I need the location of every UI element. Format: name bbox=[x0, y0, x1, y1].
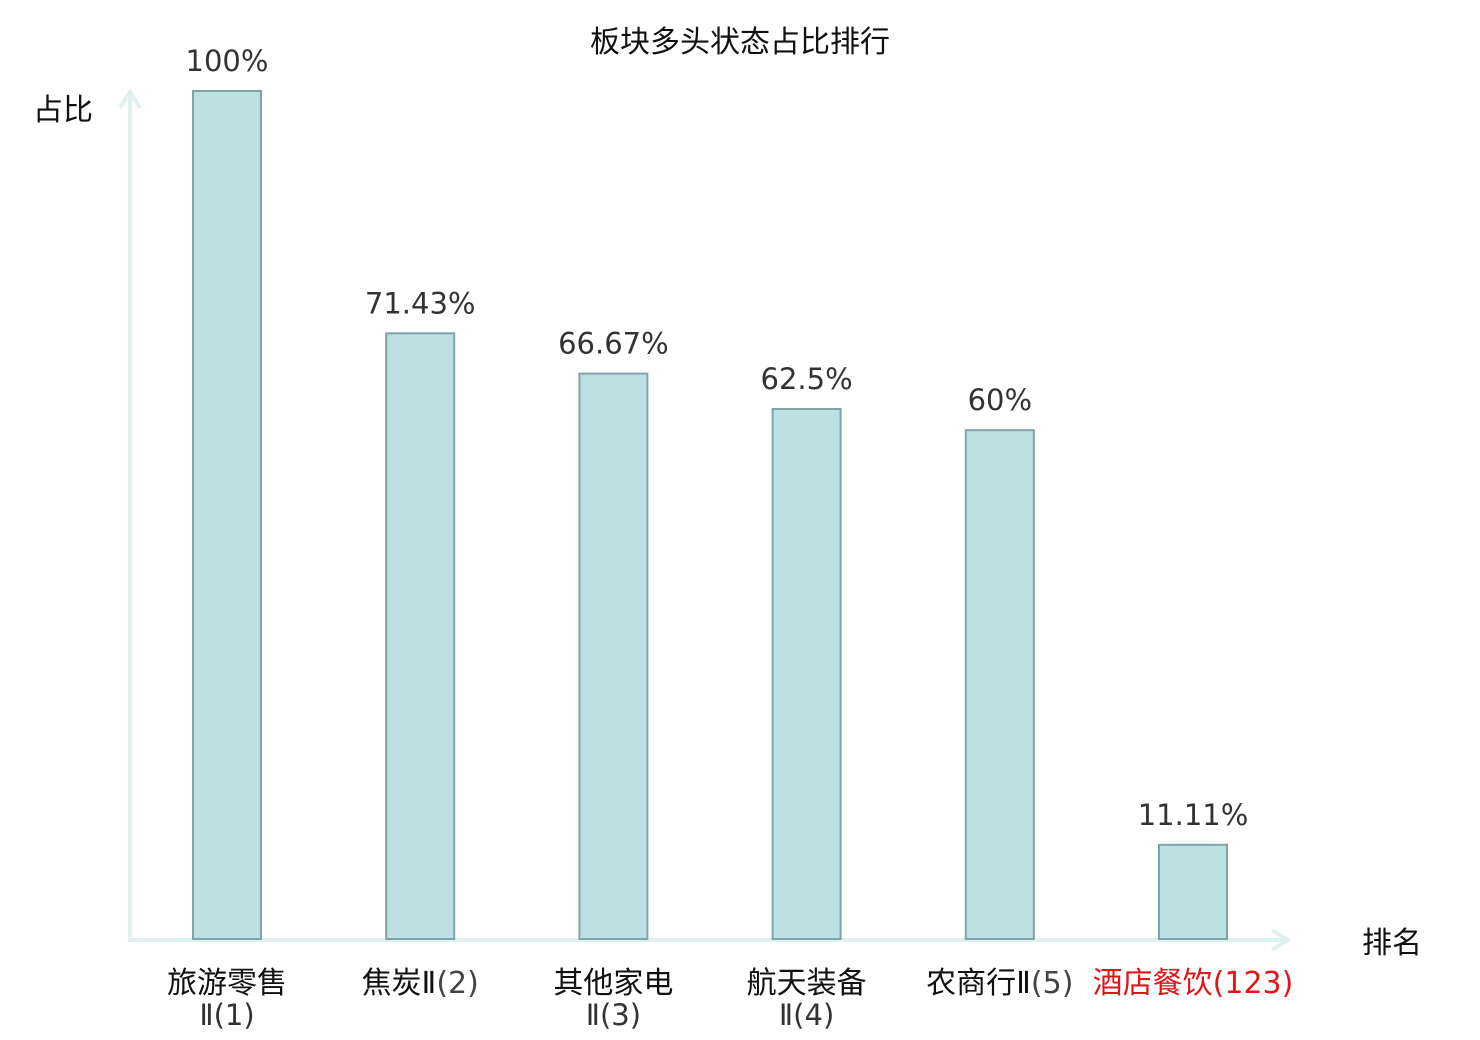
data-label-1: 100% bbox=[186, 44, 269, 78]
x-tick-label-2: 焦炭Ⅱ(2) bbox=[362, 966, 479, 1001]
x-axis-arrow bbox=[1270, 928, 1292, 952]
x-tick-rank-2: (2) bbox=[436, 966, 479, 1001]
x-tick-rank-4: Ⅱ(4) bbox=[779, 998, 834, 1032]
y-axis-arrow bbox=[118, 88, 142, 110]
bar-1 bbox=[192, 90, 262, 940]
data-label-3: 66.67% bbox=[558, 327, 669, 361]
x-tick-label-1: 旅游零售 bbox=[167, 966, 287, 1001]
value-labels-group: 100% 71.43% 66.67% 62.5% 60% 11.11% bbox=[186, 44, 1249, 832]
x-axis-label: 排名 bbox=[1362, 926, 1422, 961]
x-tick-label-3: 其他家电 bbox=[553, 966, 673, 1001]
data-label-4: 62.5% bbox=[761, 362, 853, 396]
x-tick-rank-5: (5) bbox=[1031, 966, 1074, 1001]
chart-title: 板块多头状态占比排行 bbox=[590, 25, 890, 60]
bar-4 bbox=[771, 408, 842, 940]
x-tick-rank-6: (123) bbox=[1213, 966, 1294, 1001]
x-tick-rank-3: Ⅱ(3) bbox=[586, 998, 641, 1032]
bars-group bbox=[192, 90, 1228, 941]
data-label-6: 11.11% bbox=[1138, 798, 1249, 832]
x-tick-label-6: 酒店餐饮(123) bbox=[1093, 966, 1294, 1001]
data-label-2: 71.43% bbox=[365, 286, 476, 320]
bar-2 bbox=[385, 332, 456, 940]
bar-5 bbox=[964, 429, 1035, 940]
y-axis-label: 占比 bbox=[33, 93, 93, 128]
x-tick-label-4: 航天装备 bbox=[747, 966, 867, 1001]
bar-6 bbox=[1158, 843, 1228, 940]
x-tick-label-5: 农商行Ⅱ(5) bbox=[926, 966, 1073, 1001]
data-label-5: 60% bbox=[968, 383, 1032, 417]
x-tick-rank-1: Ⅱ(1) bbox=[199, 998, 254, 1032]
bar-3 bbox=[578, 372, 649, 941]
